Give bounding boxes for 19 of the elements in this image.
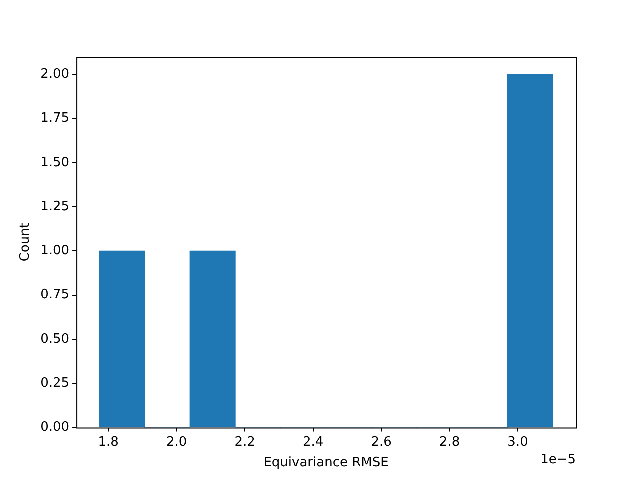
y-axis-title: Count <box>18 223 34 262</box>
x-axis-title: Equivariance RMSE <box>264 456 389 471</box>
y-tick-label: 0.75 <box>40 288 70 303</box>
x-tick-label: 2.4 <box>302 434 324 450</box>
x-tick-label: 2.0 <box>166 434 188 450</box>
y-tick-label: 0.50 <box>40 332 70 347</box>
x-tick-label: 2.8 <box>439 434 460 450</box>
y-tick-label: 1.75 <box>40 111 70 126</box>
y-tick-label: 0.25 <box>40 376 70 392</box>
y-tick-label: 0.00 <box>40 420 70 436</box>
x-tick-label: 2.6 <box>371 434 392 450</box>
x-tick-label: 3.0 <box>508 434 528 450</box>
text: 1e−5 <box>540 452 576 468</box>
y-tick-label: 2.00 <box>40 67 70 82</box>
y-tick-label: 1.25 <box>40 199 70 214</box>
x-tick-label: 1.8 <box>98 434 119 450</box>
y-tick-label: 1.50 <box>40 155 70 170</box>
x-tick-label: 2.2 <box>234 434 256 450</box>
y-tick-label: 1.00 <box>40 244 70 259</box>
